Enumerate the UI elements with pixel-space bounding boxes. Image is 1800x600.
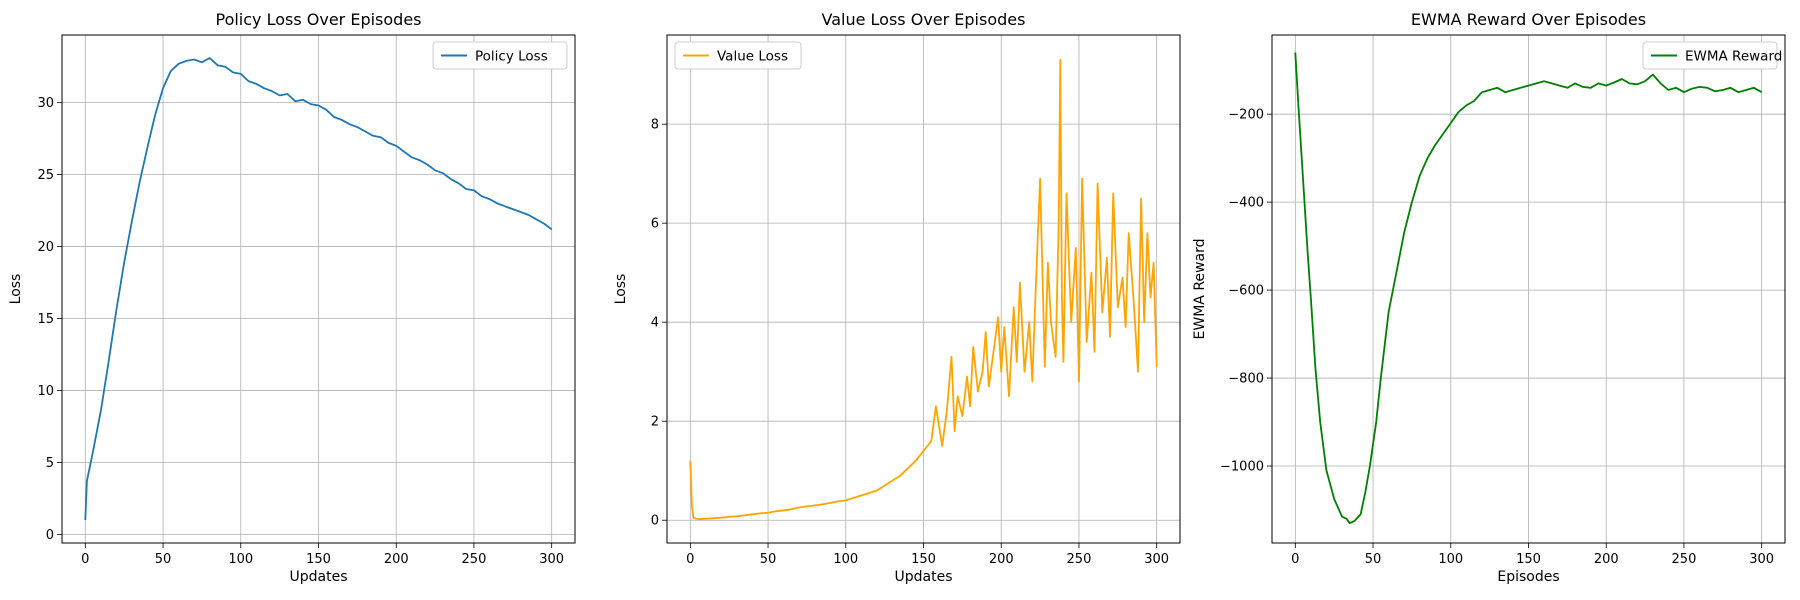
y-tick-label: −400 xyxy=(1228,196,1264,211)
x-tick-label: 50 xyxy=(1365,552,1382,567)
y-tick-label: 8 xyxy=(651,118,659,133)
x-tick-label: 300 xyxy=(539,552,564,567)
x-tick-label: 300 xyxy=(1144,552,1169,567)
x-tick-label: 200 xyxy=(989,552,1014,567)
legend-label: Value Loss xyxy=(717,49,788,65)
legend: Policy Loss xyxy=(432,41,568,70)
series-line-policy-loss xyxy=(84,57,553,521)
plot-area-frame xyxy=(1271,34,1786,544)
y-tick-label: 20 xyxy=(37,240,54,255)
x-tick-label: 100 xyxy=(228,552,253,567)
y-tick-label: 0 xyxy=(651,514,659,529)
y-tick-label: −200 xyxy=(1228,108,1264,123)
x-tick-label: 50 xyxy=(155,552,172,567)
x-tick-label: 0 xyxy=(81,552,89,567)
y-tick-label: 6 xyxy=(651,217,659,232)
x-tick-label: 250 xyxy=(462,552,487,567)
x-tick-label: 300 xyxy=(1749,552,1774,567)
x-tick-label: 100 xyxy=(833,552,858,567)
chart-title: EWMA Reward Over Episodes xyxy=(1411,10,1646,29)
x-tick-label: 150 xyxy=(911,552,936,567)
x-tick-label: 250 xyxy=(1672,552,1697,567)
series-line-ewma-reward xyxy=(1294,52,1763,525)
y-tick-label: 5 xyxy=(46,456,54,471)
chart-panel-1: 0 50 100 150 200 250 300 0 5 10 15 20 25 30 Policy Los… xyxy=(8,10,576,585)
series-line-value-loss xyxy=(689,58,1158,521)
y-axis-label: EWMA Reward xyxy=(1192,239,1208,340)
chart-panel-3: 0 50 100 150 200 250 300 −1000 −800 −600 −400 −200 E… xyxy=(1192,10,1786,585)
legend: EWMA Reward xyxy=(1642,41,1782,70)
y-tick-label: 2 xyxy=(651,415,659,430)
x-tick-label: 0 xyxy=(1291,552,1299,567)
y-tick-label: 30 xyxy=(37,96,54,111)
x-tick-label: 150 xyxy=(1516,552,1541,567)
legend: Value Loss xyxy=(674,41,802,70)
chart-title: Value Loss Over Episodes xyxy=(822,10,1026,29)
chart-title: Policy Loss Over Episodes xyxy=(215,10,421,29)
x-axis-label: Episodes xyxy=(1497,569,1559,585)
plot-area-frame xyxy=(666,34,1181,544)
x-tick-label: 0 xyxy=(686,552,694,567)
y-tick-label: −800 xyxy=(1228,372,1264,387)
y-tick-label: 25 xyxy=(37,168,54,183)
x-tick-label: 150 xyxy=(306,552,331,567)
y-tick-label: −1000 xyxy=(1220,460,1264,475)
y-axis-label: Loss xyxy=(8,274,24,305)
chart-panel-2: 0 50 100 150 200 250 300 0 2 4 6 8 Value Loss Over E… xyxy=(613,10,1181,585)
x-tick-label: 200 xyxy=(384,552,409,567)
x-tick-label: 50 xyxy=(760,552,777,567)
y-tick-label: 15 xyxy=(37,312,54,327)
legend-box xyxy=(674,41,802,70)
y-tick-label: −600 xyxy=(1228,284,1264,299)
y-axis-label: Loss xyxy=(613,274,629,305)
x-axis-label: Updates xyxy=(290,569,348,585)
y-tick-label: 10 xyxy=(37,384,54,399)
y-tick-label: 4 xyxy=(651,316,659,331)
plot-area-frame xyxy=(61,34,576,544)
legend-box xyxy=(432,41,568,70)
x-axis-label: Updates xyxy=(895,569,953,585)
legend-box xyxy=(1642,41,1778,70)
x-tick-label: 250 xyxy=(1067,552,1092,567)
y-tick-label: 0 xyxy=(46,528,54,543)
x-tick-label: 200 xyxy=(1594,552,1619,567)
legend-label: Policy Loss xyxy=(475,49,548,65)
legend-label: EWMA Reward xyxy=(1685,49,1782,65)
x-tick-label: 100 xyxy=(1438,552,1463,567)
